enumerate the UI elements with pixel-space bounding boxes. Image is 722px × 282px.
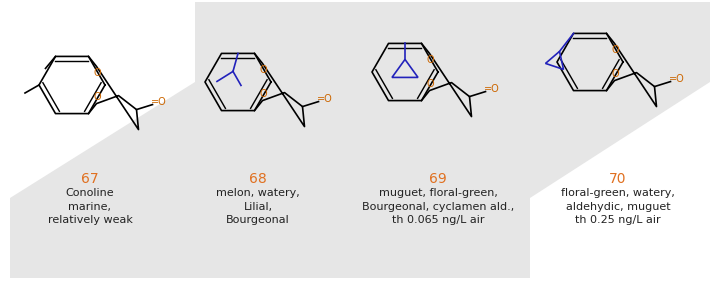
Polygon shape <box>10 198 530 278</box>
Text: =O: =O <box>669 74 684 83</box>
Text: Conoline
marine,
relatively weak: Conoline marine, relatively weak <box>48 188 132 225</box>
Text: O: O <box>260 89 267 99</box>
Text: O: O <box>94 69 101 78</box>
Text: 70: 70 <box>609 172 627 186</box>
Text: 67: 67 <box>81 172 99 186</box>
Text: =O: =O <box>151 96 166 107</box>
Polygon shape <box>10 82 710 198</box>
Text: O: O <box>612 45 619 56</box>
Text: O: O <box>427 56 435 65</box>
Text: 68: 68 <box>249 172 267 186</box>
Text: O: O <box>427 79 435 89</box>
Text: 69: 69 <box>429 172 447 186</box>
Polygon shape <box>195 2 710 82</box>
Text: O: O <box>260 65 267 75</box>
Text: =O: =O <box>317 94 332 103</box>
Text: O: O <box>612 69 619 79</box>
Text: muguet, floral-green,
Bourgeonal, cyclamen ald.,
th 0.065 ng/L air: muguet, floral-green, Bourgeonal, cyclam… <box>362 188 514 225</box>
Text: melon, watery,
Lilial,
Bourgeonal: melon, watery, Lilial, Bourgeonal <box>216 188 300 225</box>
Text: =O: =O <box>484 83 500 94</box>
Text: floral-green, watery,
aldehydic, muguet
th 0.25 ng/L air: floral-green, watery, aldehydic, muguet … <box>561 188 675 225</box>
Text: O: O <box>94 92 101 102</box>
